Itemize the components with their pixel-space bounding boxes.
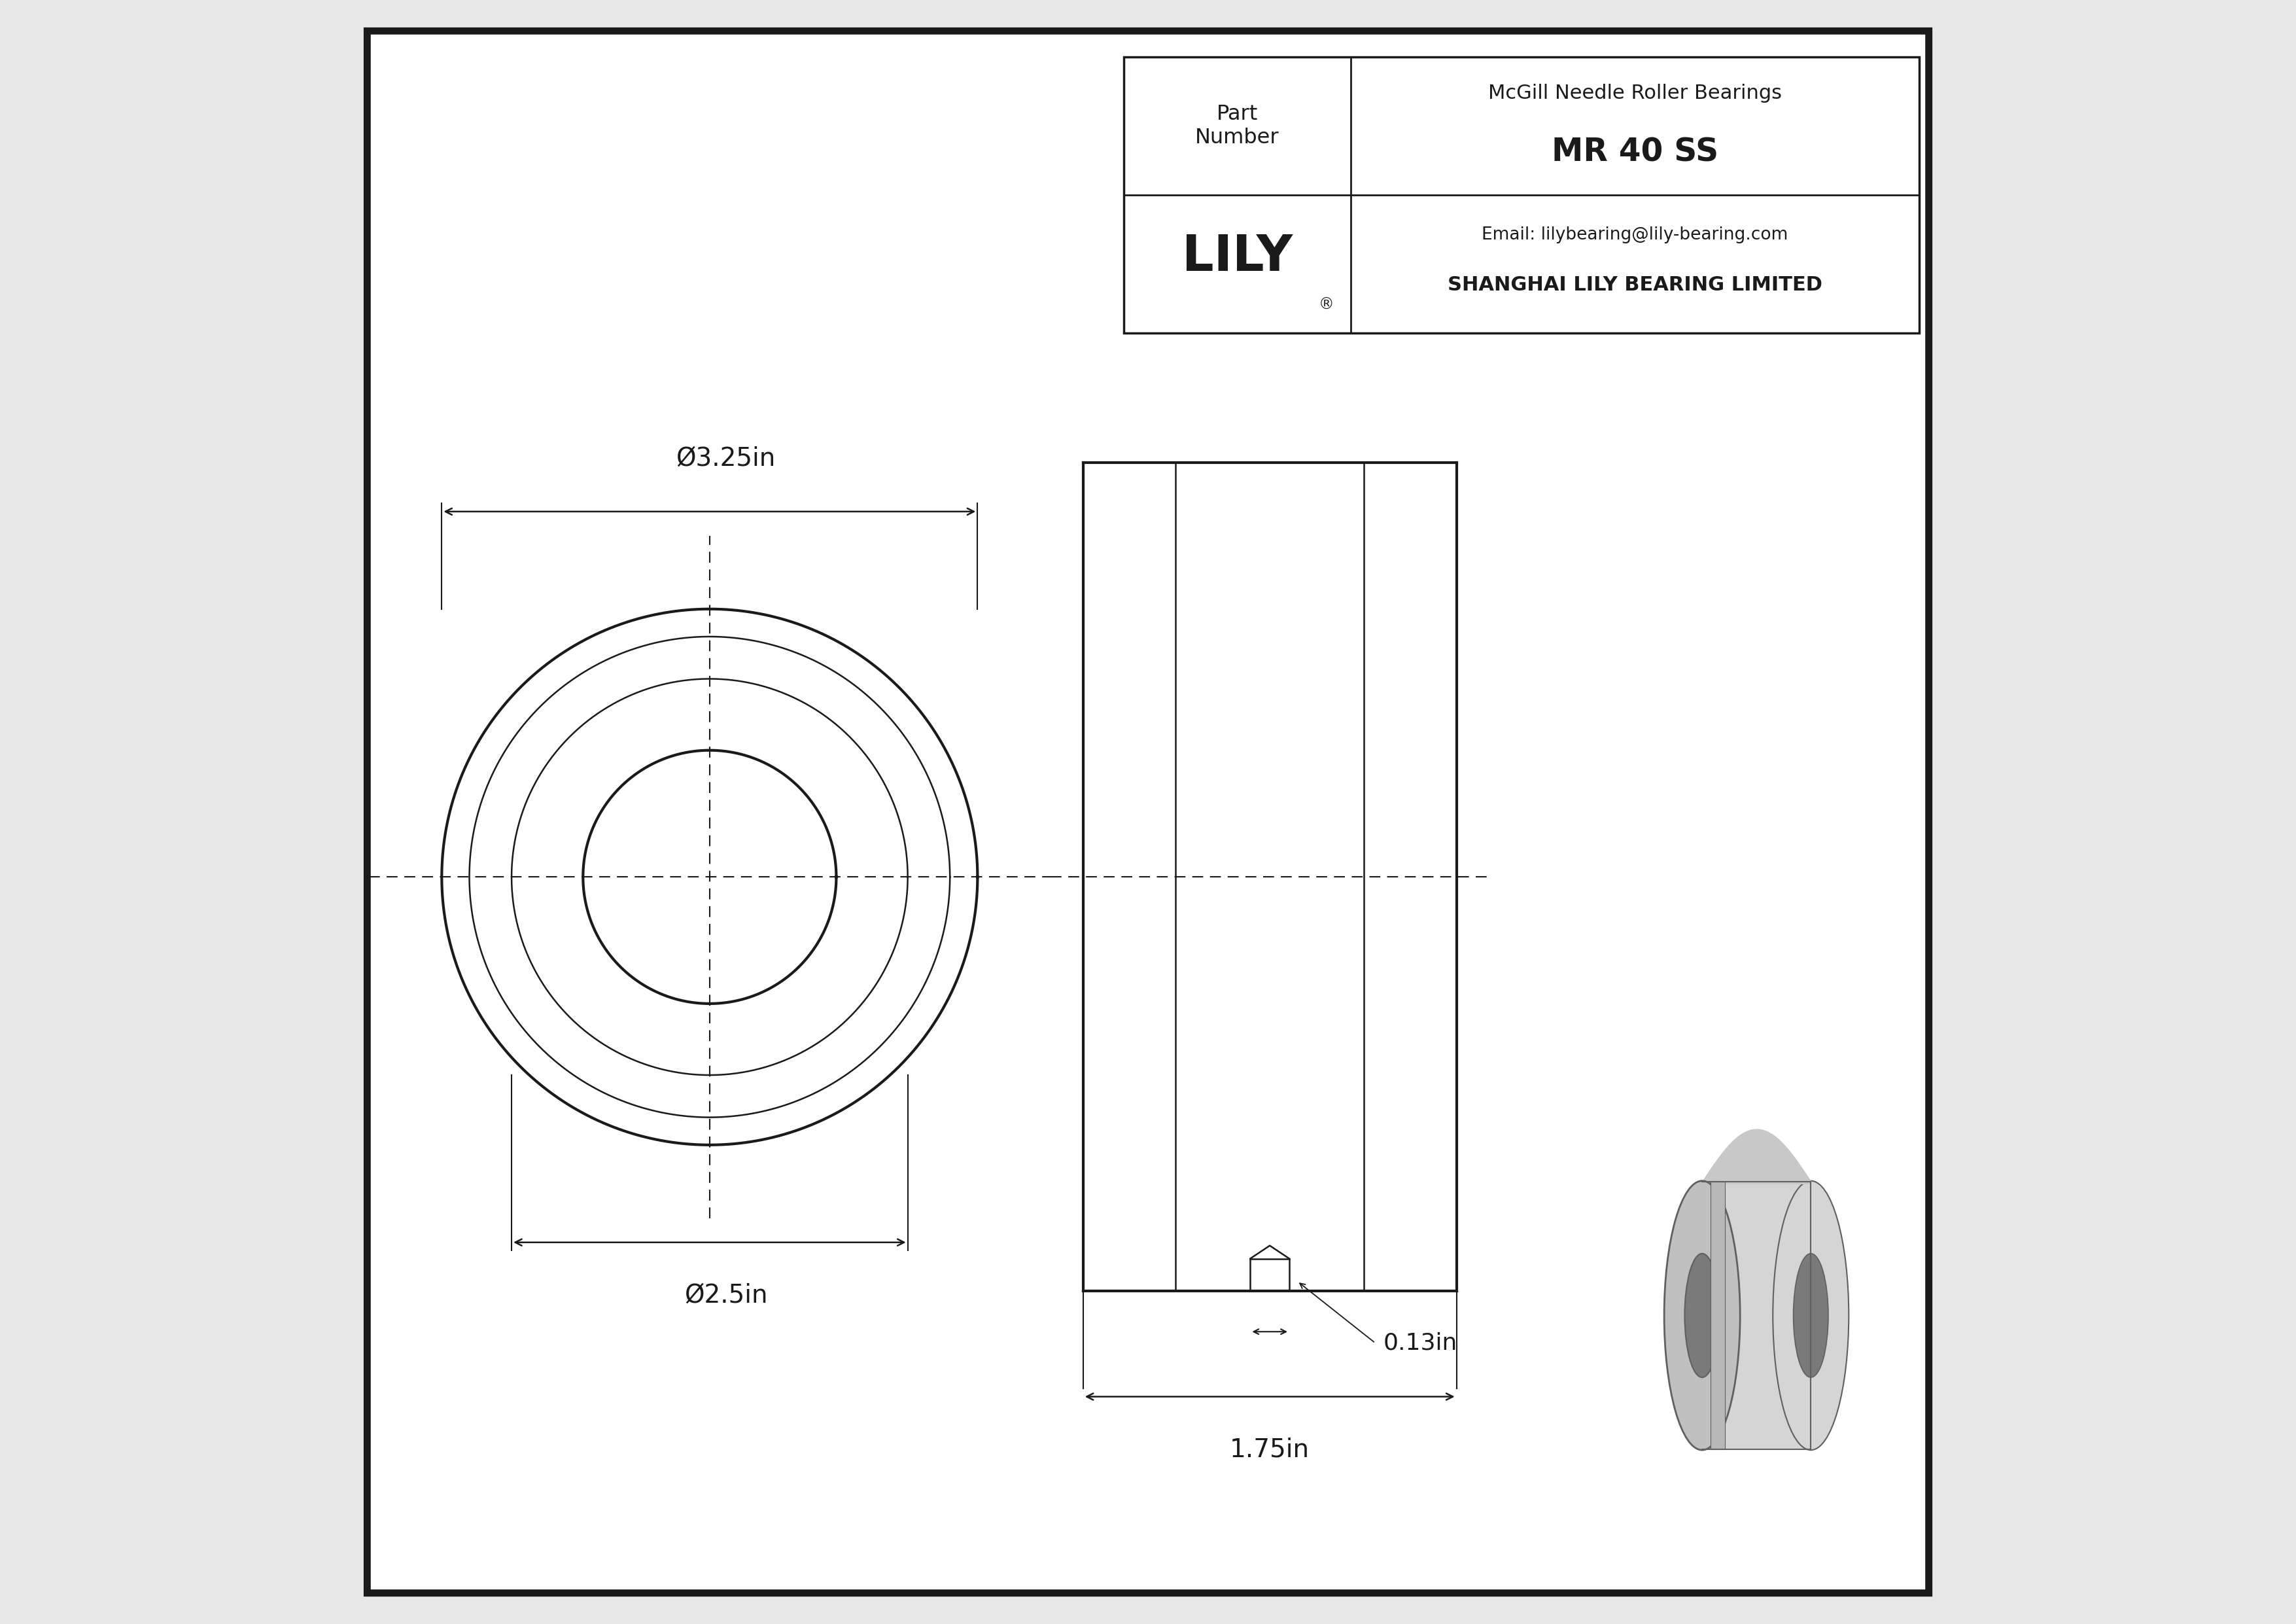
Ellipse shape	[1773, 1181, 1848, 1450]
Text: Ø3.25in: Ø3.25in	[675, 447, 776, 471]
Bar	[1123, 57, 1919, 333]
Polygon shape	[1701, 1182, 1812, 1449]
Polygon shape	[1701, 1182, 1812, 1184]
Polygon shape	[1711, 1182, 1724, 1449]
Ellipse shape	[1665, 1181, 1740, 1450]
Text: McGill Needle Roller Bearings: McGill Needle Roller Bearings	[1488, 84, 1782, 102]
Text: MR 40 SS: MR 40 SS	[1552, 136, 1717, 167]
Text: Ø2.5in: Ø2.5in	[684, 1283, 767, 1307]
Text: 1.75in: 1.75in	[1231, 1437, 1309, 1462]
Ellipse shape	[1685, 1254, 1720, 1377]
Text: 0.13in: 0.13in	[1384, 1332, 1458, 1354]
Text: SHANGHAI LILY BEARING LIMITED: SHANGHAI LILY BEARING LIMITED	[1449, 276, 1823, 294]
Text: Part
Number: Part Number	[1196, 104, 1279, 148]
Text: ®: ®	[1318, 297, 1334, 312]
Text: LILY: LILY	[1182, 234, 1293, 281]
Text: Email: lilybearing@lily-bearing.com: Email: lilybearing@lily-bearing.com	[1481, 226, 1789, 244]
Ellipse shape	[1793, 1254, 1828, 1377]
